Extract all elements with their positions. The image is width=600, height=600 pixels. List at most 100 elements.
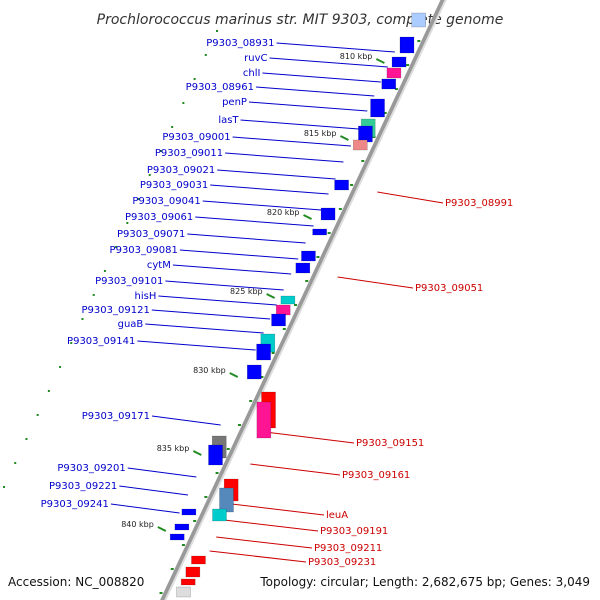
tick-mark [303,214,312,220]
label-connector [137,340,256,351]
label-connector [269,57,388,68]
left-gene-label: cytM [147,260,171,271]
gene-feature [301,250,316,262]
left-gene-label: P9303_09011 [155,148,223,159]
left-gene-label: P9303_09081 [110,245,178,256]
tick-mark [339,135,349,141]
label-connector [262,72,381,83]
label-connector [225,152,344,163]
genome-summary-text: Topology: circular; Length: 2,682,675 bp… [259,575,590,589]
ring-dot [237,424,241,426]
left-gene-label: P9303_09241 [41,499,109,510]
right-gene-label: P9303_09151 [356,438,424,449]
gene-labels: P9303_08931 ruvC chlI P9303_08961 penP lasT P9… [41,38,514,568]
left-gene-label: P9303_09031 [140,180,208,191]
tick-label: 815 kbp [304,129,337,138]
ring-dot [103,270,106,272]
gene-features [169,12,426,598]
right-gene-label: leuA [326,510,348,521]
gene-feature [399,36,415,54]
left-gene-label: P9303_08931 [206,38,274,49]
ring-dot [92,294,95,296]
left-gene-label: lasT [218,115,239,126]
ring-dot [193,520,197,522]
gene-feature [358,125,373,143]
ring-dot [282,328,286,330]
ring-dot [305,280,309,282]
ring-dot [3,486,6,488]
label-connector [255,86,375,97]
label-connector [216,536,313,549]
right-gene-label: P9303_09191 [320,526,388,537]
label-connector [127,467,197,478]
gene-feature [256,343,271,361]
ring-dot [47,390,50,392]
right-gene-label: P9303_09211 [314,543,382,554]
ring-dot [338,208,342,210]
label-connector [158,295,277,306]
gene-feature [180,578,196,586]
gene-feature [334,179,349,191]
gene-feature [176,586,191,598]
left-gene-label: P9303_09061 [125,212,193,223]
ring-dot [215,30,218,32]
left-gene-label: chlI [243,68,261,79]
ring-dot [226,448,230,450]
left-gene-label: P9303_09121 [82,305,150,316]
label-connector [165,280,284,291]
left-gene-label: P9303_09101 [95,276,163,287]
ring-dot [383,112,387,114]
ring-dot [81,318,84,320]
right-gene-label: P9303_09231 [308,557,376,568]
left-gene-label: P9303_09171 [82,411,150,422]
ring-dot [59,366,62,368]
gene-feature [169,533,185,541]
gene-feature [352,139,368,151]
ring-dot [260,376,264,378]
ring-dot [170,568,174,570]
label-connector [377,191,444,204]
gene-feature [391,56,407,68]
ring-dot [406,64,410,66]
tick-mark [266,293,276,299]
ring-dot [148,174,151,176]
ring-dot [182,102,185,104]
outer-dotted-ring [159,40,421,594]
gene-feature [320,207,336,221]
label-connector [231,503,325,516]
ring-dot [204,496,208,498]
tick-label: 830 kbp [193,366,226,375]
gene-feature [185,566,201,578]
label-connector [202,200,322,211]
gene-feature [219,487,234,513]
scale-ticks: 810 kbp 815 kbp 820 kbp 825 kbp 830 kbp 835 k… [121,52,385,532]
right-gene-label: P9303_08991 [445,198,513,209]
left-gene-label: guaB [118,319,144,330]
ring-dot [316,256,320,258]
inner-dotted-ring [3,30,218,488]
right-gene-label: P9303_09051 [415,283,483,294]
label-connector [110,503,180,514]
gene-feature [411,12,426,28]
left-gene-label: P9303_09001 [162,132,230,143]
gene-feature [208,444,223,466]
gene-feature [181,508,197,516]
ring-dot [271,352,275,354]
gene-feature [370,98,385,118]
ring-dot [327,232,331,234]
left-gene-label: P9303_09221 [49,481,117,492]
tick-label: 840 kbp [121,520,154,529]
ring-dot [204,54,207,56]
ring-dot [361,160,365,162]
ring-dot [215,472,219,474]
label-connector [145,323,264,334]
label-connector [276,42,395,53]
label-connector [151,309,271,320]
label-connector [217,169,336,180]
tick-label: 820 kbp [267,208,300,217]
left-gene-label: ruvC [244,53,267,64]
label-connector [250,463,341,476]
accession-text: Accession: NC_008820 [8,575,144,589]
gene-feature [256,401,272,439]
